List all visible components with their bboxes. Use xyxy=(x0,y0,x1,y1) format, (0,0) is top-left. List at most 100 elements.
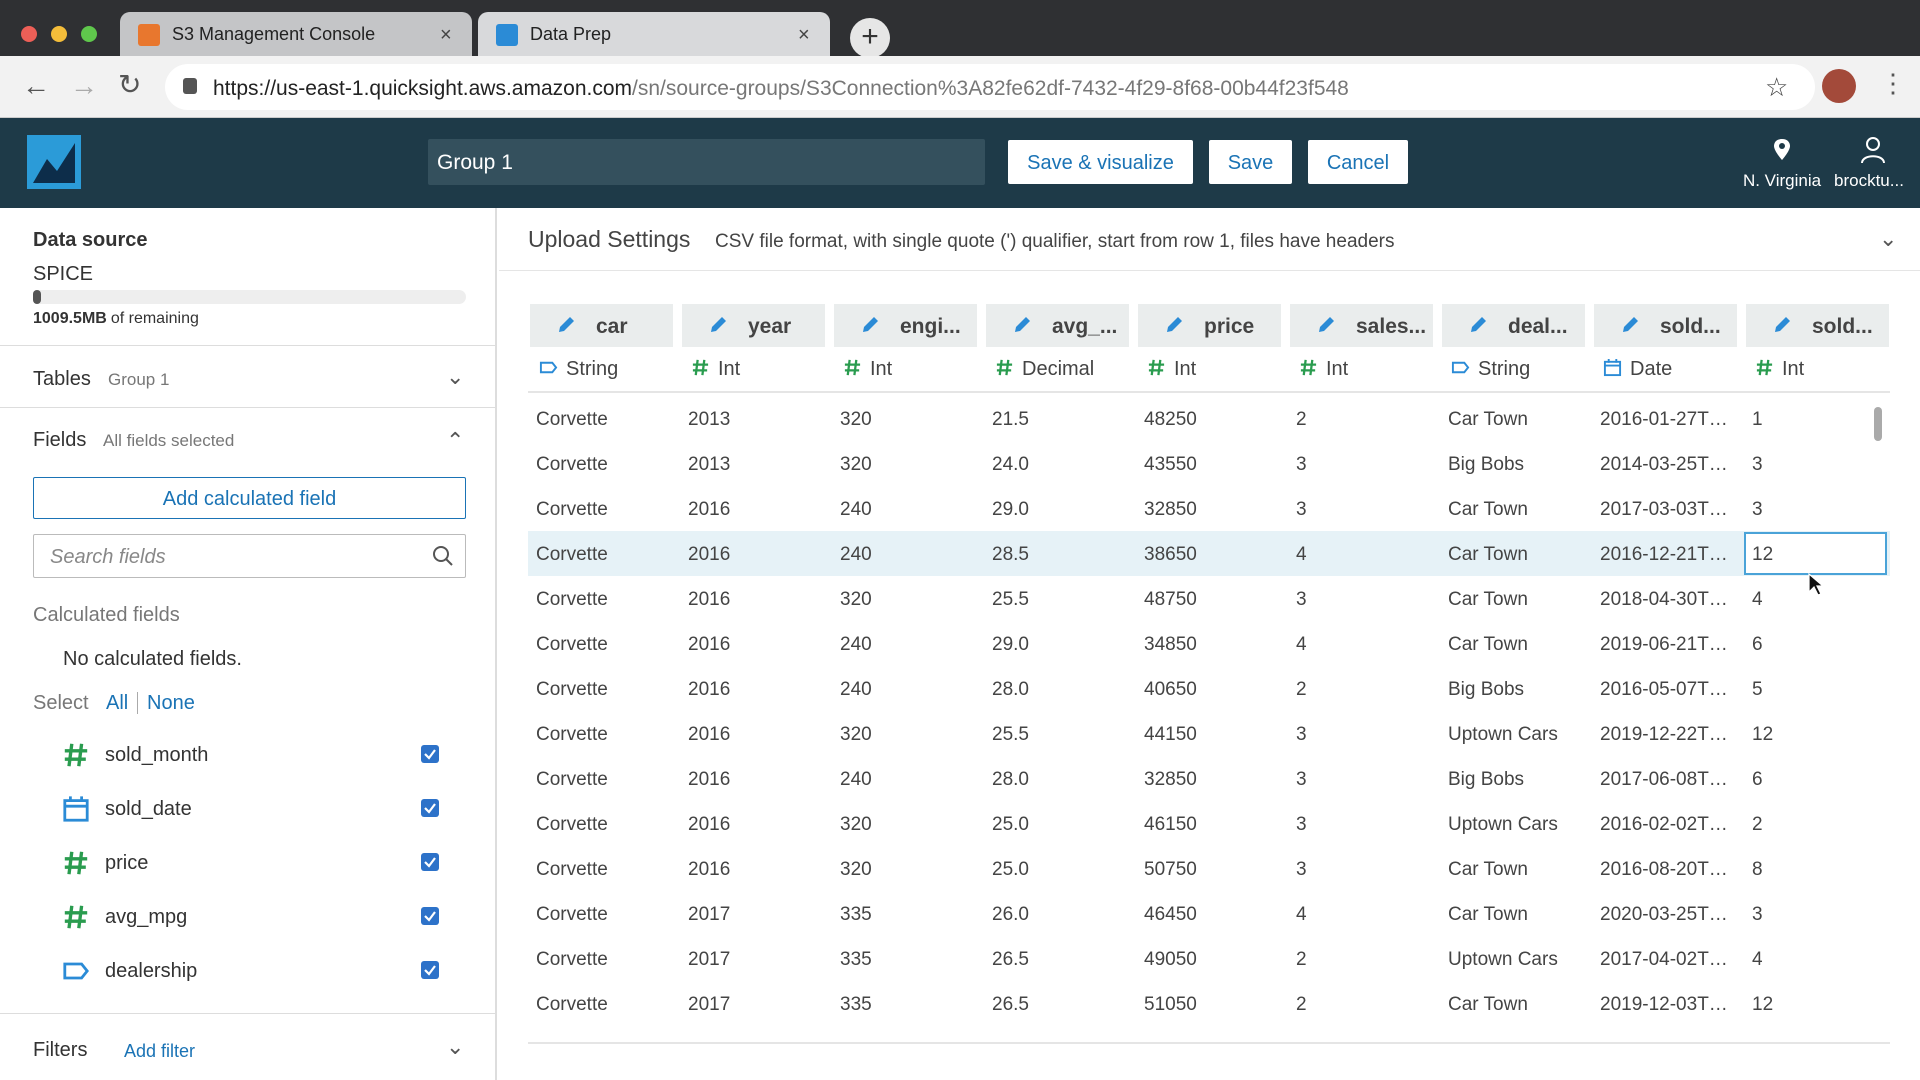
edit-icon[interactable] xyxy=(1316,315,1336,335)
type-icon[interactable] xyxy=(1147,358,1166,377)
window-button[interactable] xyxy=(21,26,37,42)
nav-back[interactable]: ← xyxy=(22,70,50,101)
table-cell: 2019-12-03T… xyxy=(1600,994,1728,1015)
add-filter[interactable]: Add filter xyxy=(124,1041,196,1061)
table-row[interactable]: Corvette 2016 240 28.0 40650 2 Big Bobs 2016-05… xyxy=(528,666,1890,711)
edit-icon[interactable] xyxy=(556,315,576,335)
edit-icon[interactable] xyxy=(860,315,880,335)
edit-icon[interactable] xyxy=(1620,315,1640,335)
tables-toggle[interactable]: ⌄ xyxy=(446,364,465,389)
browser-menu[interactable]: ⋮ xyxy=(1880,68,1906,98)
dataset-name-input[interactable]: Group 1 xyxy=(428,139,985,185)
edit-icon[interactable] xyxy=(1164,315,1184,335)
type-icon[interactable] xyxy=(1451,358,1470,377)
edit-icon[interactable] xyxy=(1012,315,1032,335)
table-row[interactable]: Corvette 2016 240 29.0 32850 3 Car Town 2017-03… xyxy=(528,486,1890,531)
table-row[interactable]: Corvette 2016 240 29.0 34850 4 Car Town 2019-06… xyxy=(528,621,1890,666)
table-row[interactable]: Corvette 2016 240 28.5 38650 4 Car Town 2016-12… xyxy=(528,531,1890,576)
column-header[interactable]: car xyxy=(530,304,673,347)
window-button[interactable] xyxy=(81,26,97,42)
reload[interactable]: ↻ xyxy=(118,69,142,100)
type-icon[interactable] xyxy=(691,358,710,377)
column-header[interactable]: price xyxy=(1138,304,1281,347)
select-all[interactable]: All xyxy=(106,692,129,714)
table-cell: Car Town xyxy=(1448,409,1528,430)
table-cell: Corvette xyxy=(536,949,608,970)
table-row[interactable]: Corvette 2016 240 28.0 32850 3 Big Bobs 2017-06… xyxy=(528,756,1890,801)
field-checkbox[interactable] xyxy=(421,799,439,817)
column-header[interactable]: sold... xyxy=(1746,304,1889,347)
table-cell: Car Town xyxy=(1448,544,1528,565)
edit-icon[interactable] xyxy=(1772,315,1792,335)
add-calculated-field-button[interactable]: Add calculated field xyxy=(33,477,466,519)
table-row[interactable]: Corvette 2013 320 24.0 43550 3 Big Bobs 2014-03… xyxy=(528,441,1890,486)
field-name: avg_mpg xyxy=(105,906,188,928)
type-icon[interactable] xyxy=(539,358,558,377)
column-header[interactable]: year xyxy=(682,304,825,347)
fields-toggle[interactable]: ⌃ xyxy=(446,428,465,453)
browser-tab[interactable]: Data Prep × xyxy=(478,12,830,56)
field-checkbox[interactable] xyxy=(421,907,439,925)
table-cell: 2016-08-20T… xyxy=(1600,859,1728,880)
select-none[interactable]: None xyxy=(147,692,195,714)
table-cell: 21.5 xyxy=(992,409,1029,430)
column-header[interactable]: sold... xyxy=(1594,304,1737,347)
type-icon[interactable] xyxy=(843,358,862,377)
column-header[interactable]: deal... xyxy=(1442,304,1585,347)
type-icon[interactable] xyxy=(995,358,1014,377)
url-box[interactable]: https://us-east-1.quicksight.aws.amazon.… xyxy=(165,64,1815,110)
table-cell: 3 xyxy=(1296,769,1307,790)
type-icon[interactable] xyxy=(1755,358,1774,377)
column-header[interactable]: avg_... xyxy=(986,304,1129,347)
edit-icon[interactable] xyxy=(708,315,728,335)
tab-close[interactable]: × xyxy=(440,24,452,46)
field-icon xyxy=(62,741,90,769)
scrollbar-thumb[interactable] xyxy=(1874,407,1882,441)
table-cell: Uptown Cars xyxy=(1448,949,1558,970)
edit-icon[interactable] xyxy=(1468,315,1488,335)
field-checkbox[interactable] xyxy=(421,745,439,763)
type-icon[interactable] xyxy=(1299,358,1318,377)
filters-toggle[interactable]: ⌄ xyxy=(446,1034,465,1059)
upload-toggle[interactable]: ⌄ xyxy=(1879,226,1898,251)
app-logo[interactable] xyxy=(27,135,81,189)
table-row[interactable]: Corvette 2017 335 26.0 46450 4 Car Town 2020-03… xyxy=(528,891,1890,936)
window-button[interactable] xyxy=(51,26,67,42)
table-cell: 2016 xyxy=(688,634,731,655)
column-header[interactable]: sales... xyxy=(1290,304,1433,347)
table-cell: 3 xyxy=(1296,589,1307,610)
browser-tab[interactable]: S3 Management Console × xyxy=(120,12,472,56)
table-cell: 2017-03-03T… xyxy=(1600,499,1728,520)
type-icon[interactable] xyxy=(1603,358,1622,377)
nav-forward[interactable]: → xyxy=(70,70,98,101)
table-cell: Corvette xyxy=(536,634,608,655)
tab-close[interactable]: × xyxy=(798,24,810,46)
table-row[interactable]: Corvette 2017 335 26.5 51050 2 Car Town 2019-12… xyxy=(528,981,1890,1026)
new-tab-button[interactable]: + xyxy=(850,18,890,58)
table-row[interactable]: Corvette 2016 320 25.5 44150 3 Uptown Cars 2019… xyxy=(528,711,1890,756)
calculated-title: Calculated fields xyxy=(33,604,180,626)
column-header[interactable]: engi... xyxy=(834,304,977,347)
user-label[interactable]: brocktu... xyxy=(1834,171,1904,190)
region-label[interactable]: N. Virginia xyxy=(1742,171,1822,190)
divider xyxy=(0,407,495,408)
header-button[interactable]: Save xyxy=(1209,140,1292,184)
header-button[interactable]: Save & visualize xyxy=(1008,140,1193,184)
header-button[interactable]: Cancel xyxy=(1308,140,1408,184)
table-row[interactable]: Corvette 2016 320 25.0 50750 3 Car Town 2016-08… xyxy=(528,846,1890,891)
table-row[interactable]: Corvette 2013 320 21.5 48250 2 Car Town 2016-01… xyxy=(528,396,1890,441)
bookmark-star[interactable]: ☆ xyxy=(1765,72,1789,102)
table-cell: 6 xyxy=(1752,634,1763,655)
table-cell: Corvette xyxy=(536,589,608,610)
cell-editor[interactable] xyxy=(1744,532,1887,575)
search-placeholder: Search fields xyxy=(50,546,166,568)
field-checkbox[interactable] xyxy=(421,853,439,871)
field-checkbox[interactable] xyxy=(421,961,439,979)
table-row[interactable]: Corvette 2016 320 25.5 48750 3 Car Town 2018-04… xyxy=(528,576,1890,621)
profile-avatar[interactable] xyxy=(1822,69,1856,103)
table-row[interactable]: Corvette 2017 335 26.5 49050 2 Uptown Cars 2017… xyxy=(528,936,1890,981)
user-icon[interactable] xyxy=(1860,136,1886,164)
table-row[interactable]: Corvette 2016 320 25.0 46150 3 Uptown Cars 2016… xyxy=(528,801,1890,846)
region-icon[interactable] xyxy=(1772,138,1792,162)
search-fields-input[interactable]: Search fields xyxy=(33,534,466,578)
